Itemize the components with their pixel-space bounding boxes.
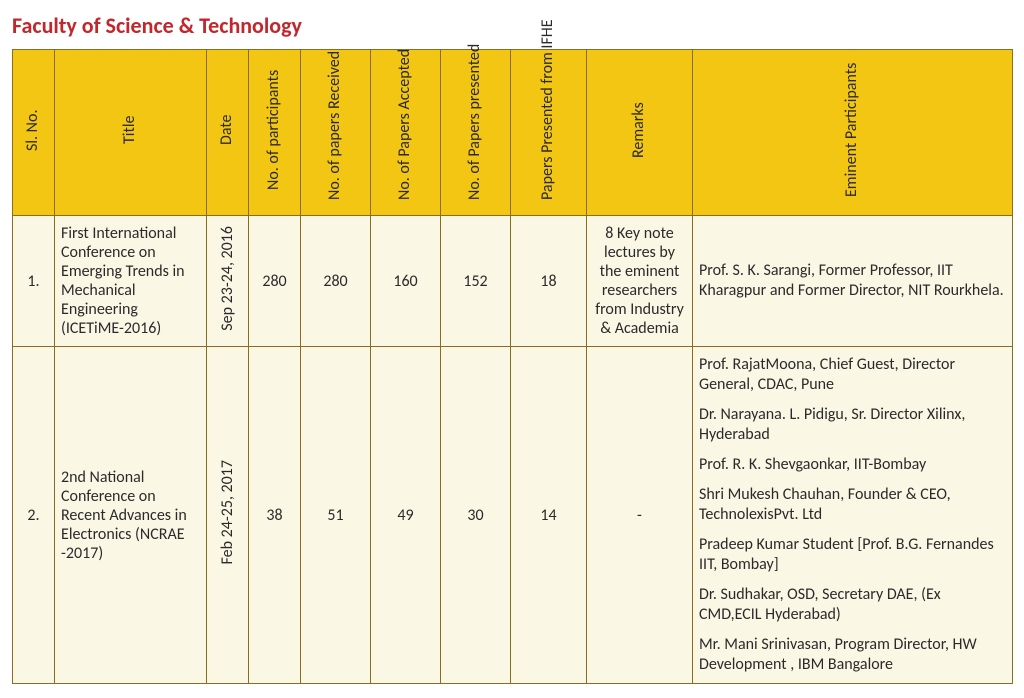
th-date-label: Date bbox=[217, 60, 238, 200]
eminent-participant: Prof. S. K. Sarangi, Former Professor, I… bbox=[699, 261, 1006, 301]
vertical-text: Feb 24-25, 2017 bbox=[218, 460, 237, 564]
th-accepted: No. of Papers Accepted bbox=[371, 50, 441, 216]
eminent-participant: Dr. Sudhakar, OSD, Secretary DAE, (Ex CM… bbox=[699, 585, 1006, 625]
th-ifhe: Papers Presented from IFHE bbox=[511, 50, 587, 216]
table-cell: 8 Key note lectures by the eminent resea… bbox=[587, 216, 693, 347]
table-cell: 14 bbox=[511, 347, 587, 684]
vertical-text: Sep 23-24, 2016 bbox=[218, 226, 237, 331]
th-title-label: Title bbox=[120, 60, 141, 200]
eminent-participant: Mr. Mani Srinivasan, Program Director, H… bbox=[699, 635, 1006, 675]
table-cell: 2nd National Conference on Recent Advanc… bbox=[55, 347, 207, 684]
table-cell: 49 bbox=[371, 347, 441, 684]
th-sl-label: Sl. No. bbox=[23, 60, 44, 200]
eminent-cell: Prof. S. K. Sarangi, Former Professor, I… bbox=[693, 216, 1013, 347]
table-cell: 51 bbox=[301, 347, 371, 684]
th-eminent-label: Eminent Participants bbox=[842, 60, 863, 200]
eminent-participant: Prof. RajatMoona, Chief Guest, Director … bbox=[699, 355, 1006, 395]
th-remarks-label: Remarks bbox=[629, 60, 650, 200]
table-cell: 280 bbox=[249, 216, 301, 347]
table-row: 2.2nd National Conference on Recent Adva… bbox=[13, 347, 1013, 684]
table-row: 1.First International Conference on Emer… bbox=[13, 216, 1013, 347]
th-presented: No. of Papers presented bbox=[441, 50, 511, 216]
table-cell: First International Conference on Emergi… bbox=[55, 216, 207, 347]
table-cell: 30 bbox=[441, 347, 511, 684]
th-title: Title bbox=[55, 50, 207, 216]
th-participants-label: No. of participants bbox=[264, 60, 285, 200]
table-cell: 152 bbox=[441, 216, 511, 347]
table-cell: - bbox=[587, 347, 693, 684]
table-cell: 18 bbox=[511, 216, 587, 347]
th-eminent: Eminent Participants bbox=[693, 50, 1013, 216]
table-cell: Sep 23-24, 2016 bbox=[207, 216, 249, 347]
table-cell: 1. bbox=[13, 216, 55, 347]
conference-table: Sl. No. Title Date No. of participants N… bbox=[12, 49, 1013, 684]
th-participants: No. of participants bbox=[249, 50, 301, 216]
th-presented-label: No. of Papers presented bbox=[465, 60, 486, 200]
th-remarks: Remarks bbox=[587, 50, 693, 216]
table-cell: Feb 24-25, 2017 bbox=[207, 347, 249, 684]
table-cell: 280 bbox=[301, 216, 371, 347]
th-received: No. of papers Received bbox=[301, 50, 371, 216]
header-row: Sl. No. Title Date No. of participants N… bbox=[13, 50, 1013, 216]
eminent-participant: Dr. Narayana. L. Pidigu, Sr. Director Xi… bbox=[699, 405, 1006, 445]
th-received-label: No. of papers Received bbox=[325, 60, 346, 200]
eminent-participant: Pradeep Kumar Student [Prof. B.G. Fernan… bbox=[699, 535, 1006, 575]
table-cell: 38 bbox=[249, 347, 301, 684]
th-accepted-label: No. of Papers Accepted bbox=[395, 60, 416, 200]
table-cell: 2. bbox=[13, 347, 55, 684]
eminent-cell: Prof. RajatMoona, Chief Guest, Director … bbox=[693, 347, 1013, 684]
th-date: Date bbox=[207, 50, 249, 216]
th-ifhe-label: Papers Presented from IFHE bbox=[538, 60, 559, 200]
page-title: Faculty of Science & Technology bbox=[12, 12, 1012, 39]
table-cell: 160 bbox=[371, 216, 441, 347]
eminent-participant: Shri Mukesh Chauhan, Founder & CEO, Tech… bbox=[699, 485, 1006, 525]
page-container: Faculty of Science & Technology Sl. No. … bbox=[12, 12, 1012, 684]
eminent-participant: Prof. R. K. Shevgaonkar, IIT-Bombay bbox=[699, 455, 1006, 475]
th-sl: Sl. No. bbox=[13, 50, 55, 216]
